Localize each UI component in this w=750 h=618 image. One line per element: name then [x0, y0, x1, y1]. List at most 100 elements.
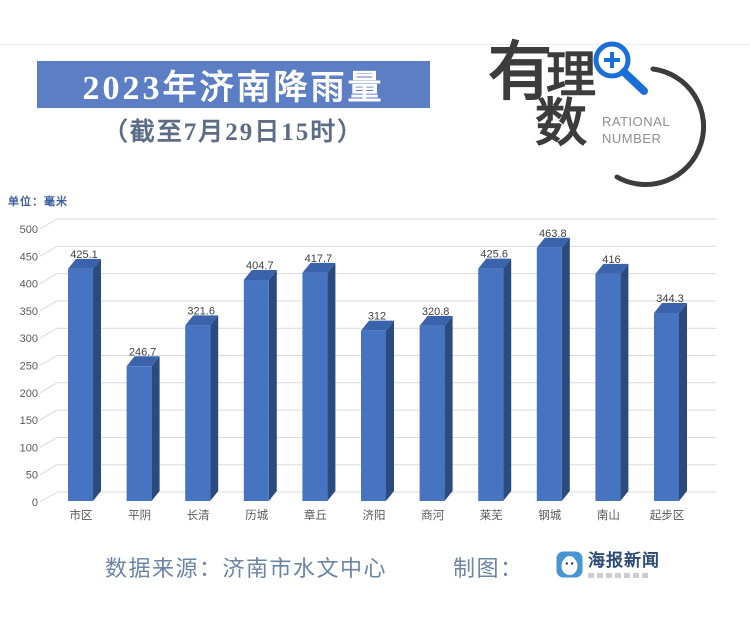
axis-tick	[39, 464, 58, 476]
category-label: 南山	[597, 508, 620, 522]
category-label: 市区	[70, 508, 93, 522]
axis-tick	[39, 245, 58, 257]
rational-number-logo: 有 理 数 RATIONAL NUMBER	[480, 28, 715, 188]
bar-side-face	[561, 237, 570, 501]
top-divider	[0, 44, 750, 45]
category-label: 莱芜	[480, 508, 503, 522]
bar-front-face	[536, 247, 562, 501]
value-label: 320.8	[422, 306, 450, 318]
bar-2: 246.7 平阴	[126, 346, 160, 522]
logo-caption: RATIONAL NUMBER	[602, 114, 671, 146]
bar-top-face	[126, 356, 160, 367]
axis-tick	[39, 218, 58, 230]
bar-top-face	[536, 237, 570, 248]
haibao-news-logo: 海报新闻	[556, 551, 660, 578]
category-label: 济阳	[363, 508, 386, 522]
bar-top-face	[595, 263, 629, 274]
category-label: 起步区	[650, 509, 685, 522]
bar-front-face	[243, 280, 269, 501]
bar-1: 425.1 市区	[68, 249, 101, 522]
bar-top-face	[185, 315, 219, 326]
value-label: 312	[368, 311, 386, 323]
category-label: 钢城	[538, 509, 561, 522]
brand-name: 海报新闻	[588, 551, 660, 570]
logo-char-you: 有	[488, 36, 552, 108]
page-subtitle: （截至7月29日15时）	[102, 119, 365, 146]
credit-label: 制图：	[453, 556, 524, 581]
bar-front-face	[654, 313, 679, 501]
brand-tagline	[588, 573, 650, 578]
bar-front-face	[595, 273, 621, 501]
bar-front-face	[302, 272, 328, 501]
bar-side-face	[210, 315, 219, 501]
y-tick-label: 250	[20, 361, 38, 373]
value-label: 344.3	[656, 293, 684, 305]
y-tick-label: 300	[20, 333, 38, 345]
bar-side-face	[93, 258, 101, 501]
bar-front-face	[419, 325, 445, 501]
bar-side-face	[268, 270, 277, 501]
y-tick-label: 450	[20, 251, 38, 263]
bar-top-face	[654, 303, 687, 314]
axis-tick	[39, 382, 58, 394]
bar-top-face	[361, 320, 394, 331]
bar-side-face	[386, 320, 394, 501]
bar-5: 417.7 章丘	[302, 253, 336, 522]
bar-3: 321.6 长清	[185, 305, 219, 522]
bar-4: 404.7 历城	[243, 260, 277, 522]
magnifier-icon	[593, 41, 648, 95]
bar-top-face	[68, 258, 101, 269]
bar-front-face	[68, 268, 93, 501]
y-tick-label: 150	[20, 415, 38, 427]
axis-tick	[39, 409, 58, 421]
page-title: 2023年济南降雨量	[82, 70, 385, 107]
bar-9: 463.8 钢城	[536, 228, 570, 522]
category-label: 商河	[421, 508, 444, 522]
bar-side-face	[679, 303, 687, 501]
data-source-label: 数据来源：济南市水文中心	[105, 556, 388, 581]
value-label: 416	[602, 254, 620, 266]
bar-side-face	[444, 315, 453, 501]
value-label: 425.6	[480, 249, 508, 261]
bar-front-face	[185, 325, 211, 501]
axis-tick	[39, 355, 58, 366]
y-tick-label: 400	[20, 279, 38, 291]
logo-arc	[614, 66, 706, 188]
bar-11: 344.3 起步区	[650, 293, 687, 522]
bar-top-face	[302, 262, 336, 273]
value-label: 404.7	[246, 260, 274, 272]
axis-tick	[39, 491, 58, 503]
bar-front-face	[478, 268, 504, 501]
axis-tick	[39, 327, 58, 339]
bar-10: 416 南山	[595, 254, 629, 522]
value-label: 425.1	[70, 249, 98, 261]
category-label: 长清	[187, 509, 210, 522]
axis-tick	[39, 436, 58, 448]
bar-top-face	[419, 315, 453, 326]
category-label: 历城	[245, 509, 268, 522]
logo-graphics	[593, 41, 706, 188]
bar-top-face	[243, 270, 277, 281]
y-tick-label: 100	[20, 442, 38, 454]
value-label: 463.8	[539, 228, 567, 240]
unit-label: 单位：毫米	[8, 196, 68, 208]
bar-6: 312 济阳	[361, 311, 394, 522]
value-label: 417.7	[305, 253, 333, 265]
y-tick-label: 50	[26, 470, 38, 482]
logo-char-li: 理	[546, 47, 596, 103]
category-label: 章丘	[304, 508, 327, 522]
bar-top-face	[478, 258, 512, 269]
bar-8: 425.6 莱芜	[478, 249, 512, 522]
value-label: 321.6	[187, 305, 215, 317]
y-tick-label: 200	[20, 388, 38, 400]
bar-side-face	[327, 262, 336, 501]
axis-tick	[39, 273, 58, 285]
bar-side-face	[151, 356, 160, 501]
bar-front-face	[361, 330, 386, 501]
bar-side-face	[620, 263, 629, 501]
y-tick-label: 0	[32, 497, 38, 509]
bar-front-face	[126, 366, 152, 501]
title-banner: 2023年济南降雨量	[37, 61, 430, 108]
